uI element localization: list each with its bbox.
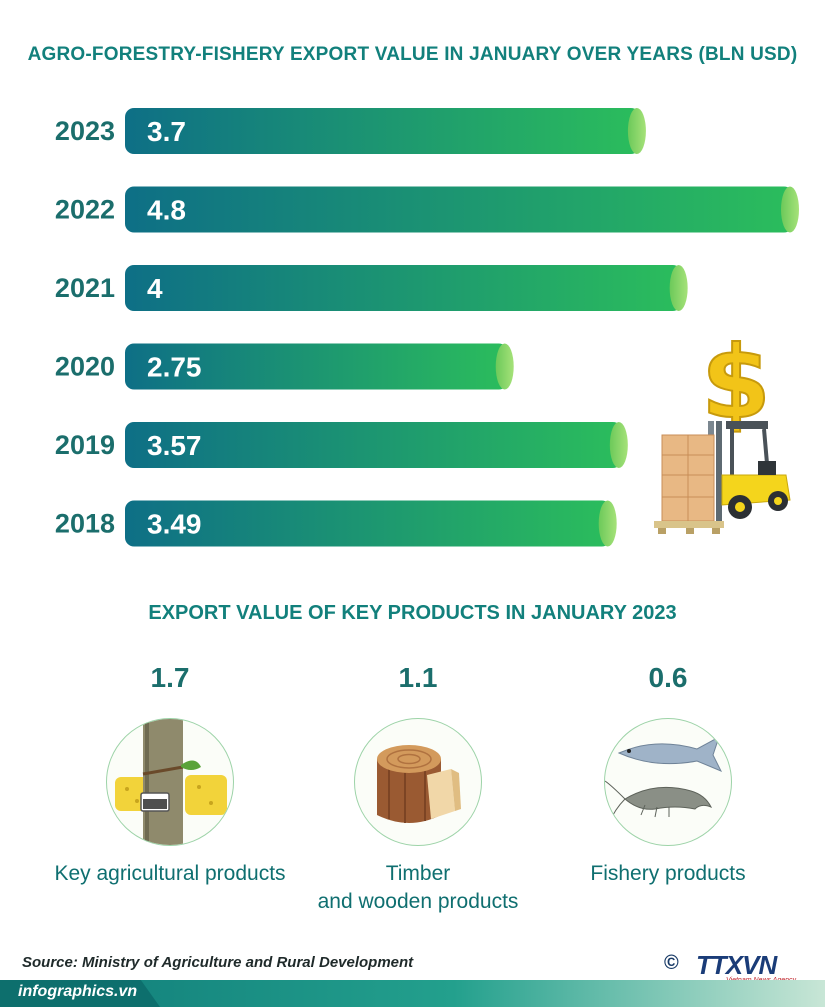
product-value: 1.7	[150, 662, 190, 693]
bar-cap-2020	[495, 343, 514, 390]
chart-title: AGRO-FORESTRY-FISHERY EXPORT VALUE IN JA…	[27, 44, 798, 65]
fish-shrimp-icon	[604, 718, 732, 846]
rubber-latex-icon	[106, 718, 234, 846]
ttxvn-logo: © TTXVN Vietnam News Agency	[664, 950, 814, 984]
product-value: 1.1	[398, 662, 438, 693]
bar-2019	[125, 422, 622, 468]
bar-2022	[125, 186, 793, 233]
dollar-forklift-icon: $	[654, 325, 791, 534]
product-label: Key agricultural products	[54, 862, 286, 885]
product-agricultural: 1.7 Key agricultural products	[40, 662, 300, 888]
bar-value-label-2019: 3.57	[147, 430, 202, 461]
bar-cap-2019	[609, 422, 628, 468]
product-label: Fishery products	[590, 862, 746, 885]
bar-2023	[125, 108, 640, 154]
year-label-2019: 2019	[55, 430, 115, 460]
copyright-icon: ©	[664, 952, 679, 974]
year-label-2022: 2022	[55, 195, 115, 225]
bar-value-label-2021: 4	[147, 273, 163, 304]
year-label-2018: 2018	[55, 509, 115, 539]
product-value: 0.6	[648, 662, 688, 693]
bar-cap-2023	[627, 108, 646, 154]
bar-value-label-2022: 4.8	[147, 195, 186, 226]
bar-value-label-2023: 3.7	[147, 116, 186, 147]
website-link[interactable]: infographics.vn	[18, 983, 138, 1000]
logo-text: TTXVN	[696, 950, 777, 980]
bar-cap-2021	[669, 265, 688, 311]
bar-cap-2018	[598, 500, 617, 547]
year-label-2023: 2023	[55, 116, 115, 146]
bar-2018	[125, 500, 611, 547]
footer-tab	[0, 980, 160, 1007]
year-label-2020: 2020	[55, 352, 115, 382]
product-timber: 1.1 Timber and wooden products	[288, 662, 548, 916]
bar-value-label-2020: 2.75	[147, 352, 202, 383]
bar-cap-2022	[781, 186, 799, 233]
wood-log-icon	[354, 718, 482, 846]
products-section-title: EXPORT VALUE OF KEY PRODUCTS IN JANUARY …	[148, 602, 677, 624]
bar-value-label-2018: 3.49	[147, 509, 202, 540]
product-label: Timber and wooden products	[317, 862, 519, 913]
bar-2020	[125, 343, 508, 390]
year-label-2021: 2021	[55, 273, 115, 303]
bar-chart: 2023 3.7 2022 4.8 2021 4 2020 2.75 2019 3.57 2018 3…	[55, 108, 799, 547]
source-note: Source: Ministry of Agriculture and Rura…	[22, 954, 414, 971]
bar-2021	[125, 265, 682, 311]
product-fishery: 0.6 Fishery products	[538, 662, 798, 888]
